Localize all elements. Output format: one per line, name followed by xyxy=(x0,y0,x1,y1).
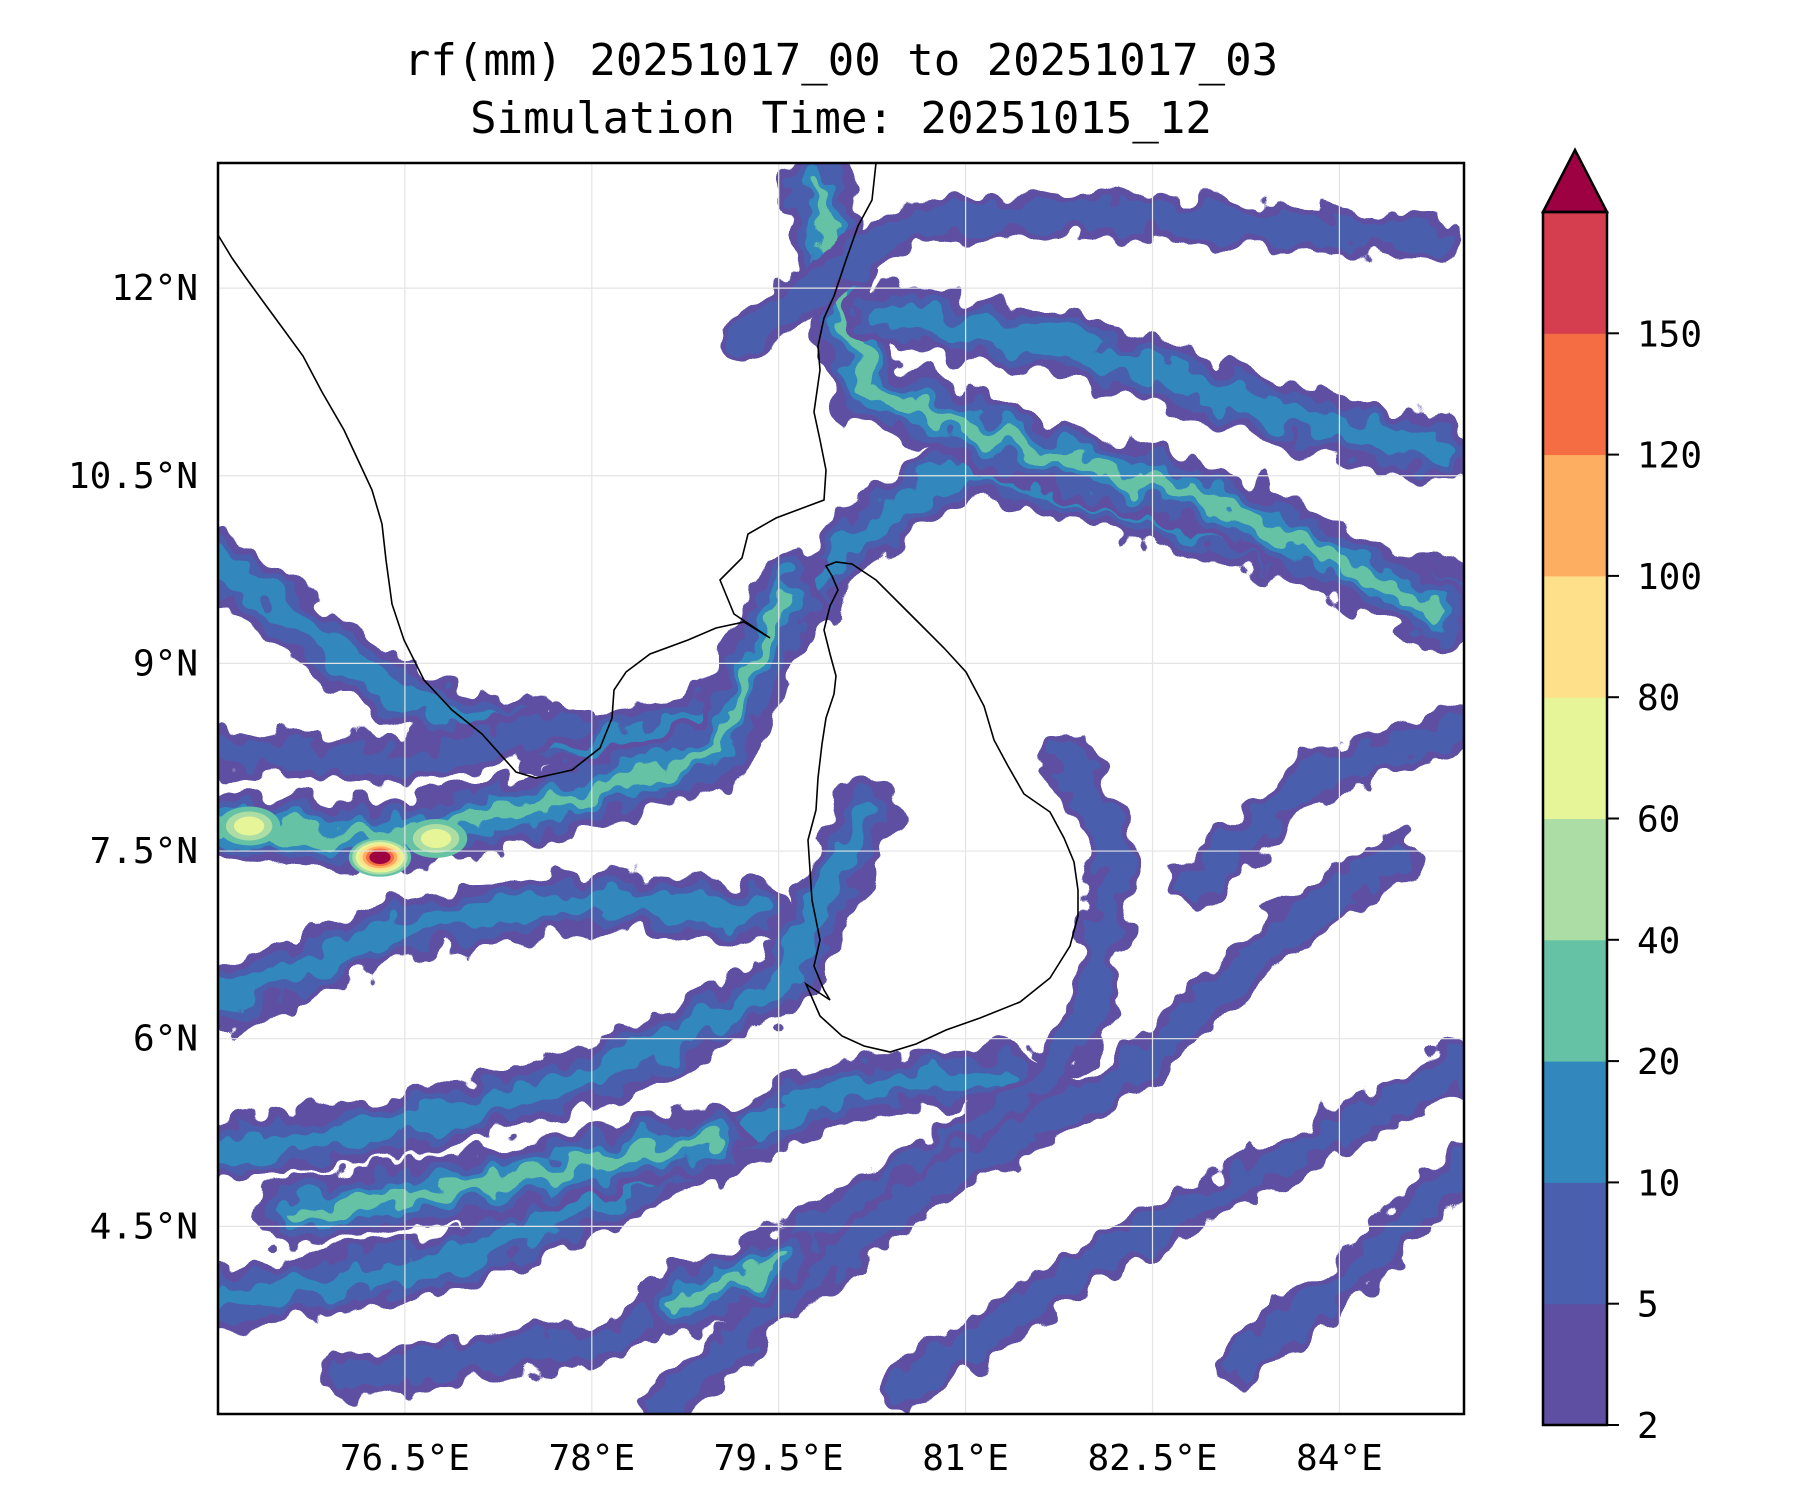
rain-peak-1-level-60 xyxy=(420,829,452,849)
colorbar-tick-label: 100 xyxy=(1637,557,1702,598)
rain-band-12-layer-1 xyxy=(1225,1149,1464,1378)
x-tick-label: 84°E xyxy=(1296,1438,1383,1479)
rain-band-14-layer-3 xyxy=(285,1131,724,1221)
colorbar-tick-label: 40 xyxy=(1637,921,1680,962)
colorbar-segment-8 xyxy=(1543,333,1607,456)
chart-subtitle: Simulation Time: 20251015_12 xyxy=(470,93,1212,144)
y-tick-label: 9°N xyxy=(133,643,198,684)
colorbar-tick-label: 5 xyxy=(1637,1285,1659,1326)
colorbar-tick-label: 20 xyxy=(1637,1042,1680,1083)
colorbar-tick-label: 120 xyxy=(1637,436,1702,477)
x-tick-label: 79.5°E xyxy=(714,1438,844,1479)
colorbar-segment-9 xyxy=(1543,212,1607,334)
colorbar-tick-label: 10 xyxy=(1637,1163,1680,1204)
y-tick-label: 6°N xyxy=(133,1019,198,1060)
colorbar-segment-2 xyxy=(1543,1061,1607,1183)
colorbar-segments xyxy=(1543,212,1607,1426)
x-axis-ticks: 76.5°E 78°E 79.5°E 81°E 82.5°E 84°E xyxy=(340,1438,1383,1479)
chart-title: rf(mm) 20251017_00 to 20251017_03 xyxy=(403,35,1279,86)
rain-band-1-layer-3 xyxy=(218,581,799,846)
colorbar-segment-3 xyxy=(1543,939,1607,1062)
x-tick-label: 76.5°E xyxy=(340,1438,470,1479)
colorbar-segment-0 xyxy=(1543,1303,1607,1426)
rain-band-15-layer-3 xyxy=(672,1256,786,1309)
rain-band-4-layer-2 xyxy=(867,302,1451,462)
y-tick-label: 4.5°N xyxy=(90,1206,198,1247)
x-tick-label: 78°E xyxy=(548,1438,635,1479)
y-tick-label: 10.5°N xyxy=(68,456,198,497)
colorbar-tick-label: 60 xyxy=(1637,800,1680,841)
y-tick-label: 12°N xyxy=(111,268,198,309)
y-tick-label: 7.5°N xyxy=(90,831,198,872)
india-east-coast xyxy=(535,163,877,779)
y-axis-ticks: 12°N 10.5°N 9°N 7.5°N 6°N 4.5°N xyxy=(68,268,198,1247)
colorbar-segment-5 xyxy=(1543,697,1607,819)
colorbar-segment-4 xyxy=(1543,818,1607,941)
rain-band-9-layer-1 xyxy=(652,837,1416,1414)
india-west-coast xyxy=(218,234,537,779)
x-tick-label: 82.5°E xyxy=(1087,1438,1217,1479)
map-frame xyxy=(216,161,1466,1416)
rain-band-10-layer-1 xyxy=(889,1049,1464,1403)
colorbar-ticks: 2 5 10 20 40 60 80 100 120 150 xyxy=(1607,314,1702,1447)
colorbar-tick-label: 2 xyxy=(1637,1406,1659,1447)
colorbar-segment-1 xyxy=(1543,1182,1607,1305)
colorbar-tick-label: 150 xyxy=(1637,314,1702,355)
coastline xyxy=(218,163,1079,1053)
sri-lanka-coast xyxy=(804,561,1079,1053)
rain-peak-2-level-60 xyxy=(233,816,265,836)
map-area[interactable] xyxy=(216,161,1466,1416)
colorbar-segment-7 xyxy=(1543,454,1607,577)
x-tick-label: 81°E xyxy=(922,1438,1009,1479)
rain-band-3-layer-1 xyxy=(727,199,1454,353)
rain-peak-0-core xyxy=(372,853,387,862)
colorbar: 2 5 10 20 40 60 80 100 120 150 xyxy=(1540,147,1702,1447)
gridlines xyxy=(218,163,1464,1414)
colorbar-tick-label: 80 xyxy=(1637,678,1680,719)
rain-band-5-layer-2 xyxy=(218,890,765,1013)
colorbar-segment-6 xyxy=(1543,575,1607,698)
colorbar-extend-arrow xyxy=(1540,147,1610,214)
